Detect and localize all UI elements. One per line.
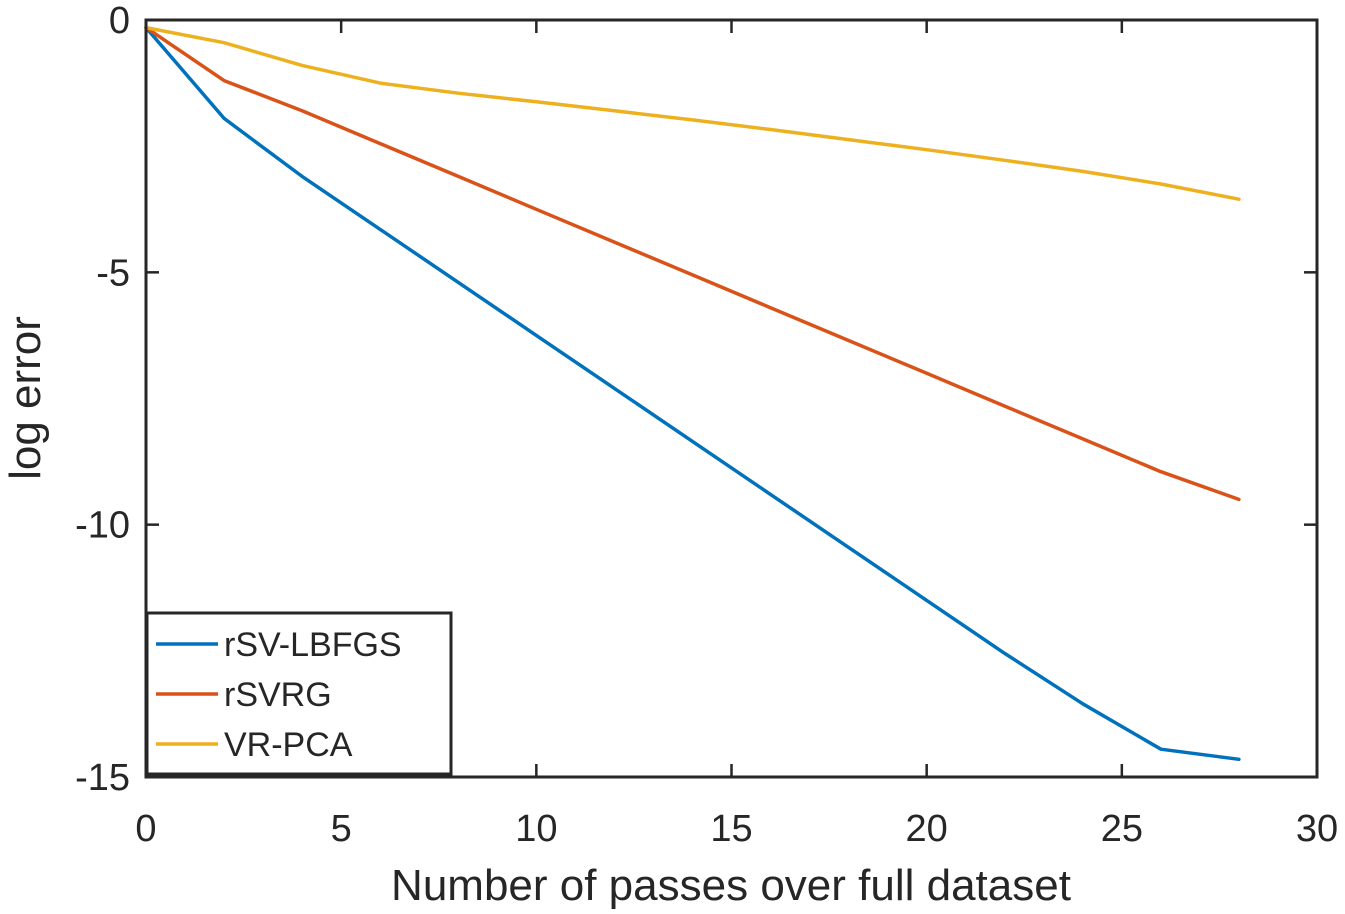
- x-tick-label-15: 15: [710, 808, 752, 850]
- legend-item-vr-pca: VR-PCA: [156, 726, 353, 764]
- x-axis-label: Number of passes over full dataset: [391, 861, 1071, 910]
- legend-label-rsv-lbfgs: rSV-LBFGS: [224, 626, 402, 664]
- y-axis: 0 -5 -10 -15: [75, 0, 1317, 799]
- x-tick-label-0: 0: [135, 808, 156, 850]
- series-line-rsvrg: [144, 25, 1241, 502]
- x-tick-label-30: 30: [1296, 808, 1338, 850]
- y-axis-label: log error: [1, 316, 50, 480]
- x-tick-label-10: 10: [515, 808, 557, 850]
- y-tick-label-0: 0: [109, 0, 130, 42]
- x-tick-label-25: 25: [1101, 808, 1143, 850]
- legend-label-vr-pca: VR-PCA: [224, 726, 353, 764]
- x-axis: 0 5 10 15 20 25 30: [135, 20, 1338, 850]
- plot-frame: [144, 18, 1319, 779]
- series-line-rsv-lbfgs: [144, 25, 1241, 762]
- legend-item-rsv-lbfgs: rSV-LBFGS: [156, 626, 402, 664]
- legend-label-rsvrg: rSVRG: [224, 676, 332, 714]
- series-line-vr-pca: [144, 25, 1241, 201]
- y-tick-label-10: -10: [75, 505, 130, 547]
- legend-item-rsvrg: rSVRG: [156, 676, 332, 714]
- series-layer: [144, 25, 1241, 762]
- x-tick-label-20: 20: [906, 808, 948, 850]
- y-tick-label-15: -15: [75, 757, 130, 799]
- y-tick-label-5: -5: [96, 252, 130, 294]
- x-tick-label-5: 5: [331, 808, 352, 850]
- legend: rSV-LBFGS rSVRG VR-PCA: [145, 611, 453, 776]
